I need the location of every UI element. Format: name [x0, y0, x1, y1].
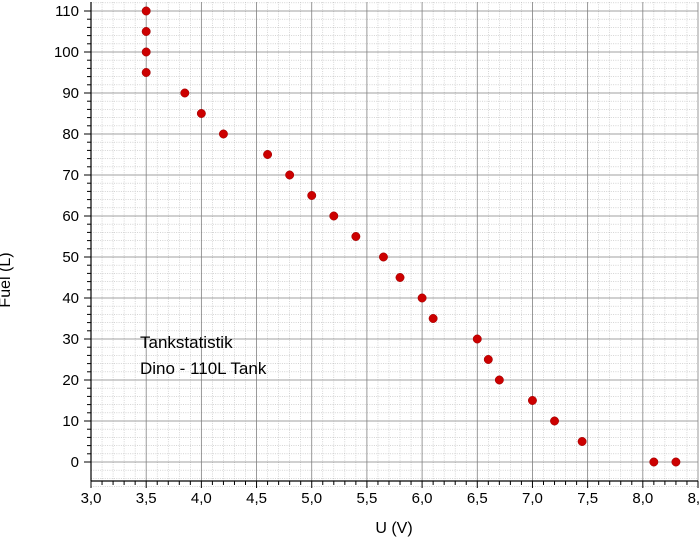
svg-text:30: 30: [62, 331, 79, 348]
svg-text:4,5: 4,5: [246, 490, 267, 507]
svg-text:5,5: 5,5: [356, 490, 377, 507]
svg-text:40: 40: [62, 290, 79, 307]
svg-text:50: 50: [62, 249, 79, 266]
svg-text:80: 80: [62, 126, 79, 143]
svg-text:7,5: 7,5: [577, 490, 598, 507]
svg-text:5,0: 5,0: [301, 490, 322, 507]
svg-text:7,0: 7,0: [522, 490, 543, 507]
svg-text:8,5: 8,5: [688, 490, 700, 507]
svg-text:6,5: 6,5: [467, 490, 488, 507]
svg-text:20: 20: [62, 372, 79, 389]
svg-text:4,0: 4,0: [191, 490, 212, 507]
svg-text:100: 100: [54, 44, 79, 61]
svg-text:110: 110: [55, 3, 79, 20]
svg-text:90: 90: [62, 85, 79, 102]
svg-text:8,0: 8,0: [632, 490, 653, 507]
svg-text:0: 0: [71, 454, 79, 471]
svg-text:60: 60: [62, 208, 79, 225]
svg-text:70: 70: [62, 167, 79, 184]
svg-text:10: 10: [62, 413, 79, 430]
svg-text:3,0: 3,0: [81, 490, 102, 507]
svg-text:6,0: 6,0: [412, 490, 433, 507]
svg-text:3,5: 3,5: [136, 490, 157, 507]
